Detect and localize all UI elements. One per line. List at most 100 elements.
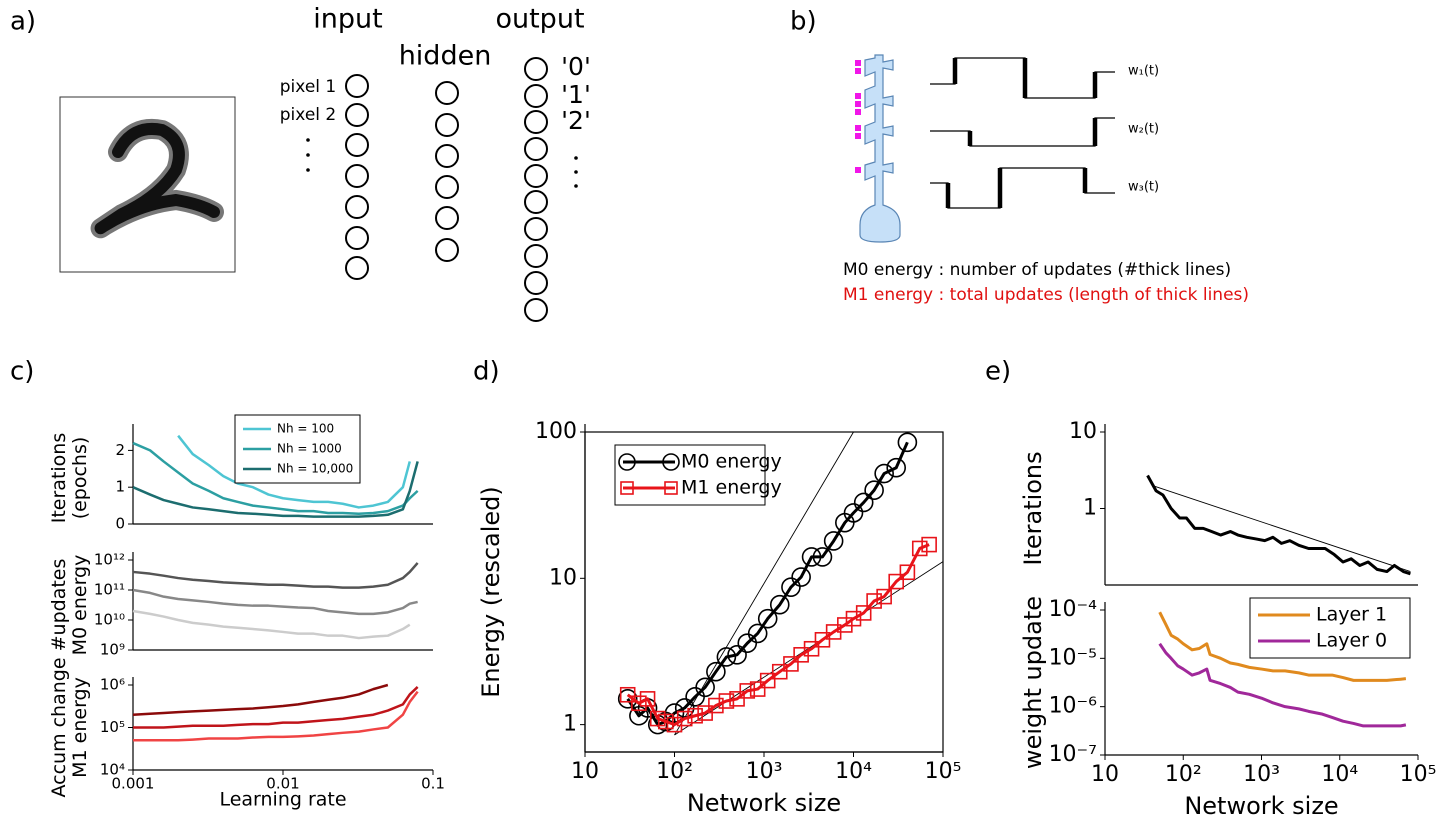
panel-label: d) xyxy=(473,357,500,387)
marker xyxy=(749,681,766,697)
digit xyxy=(94,123,220,235)
legend-box xyxy=(234,414,361,484)
output-label: '1' xyxy=(561,80,591,109)
legend-label: M1 energy xyxy=(681,477,782,499)
series-line xyxy=(132,683,389,716)
x-tick-label: 10⁴ xyxy=(835,759,872,784)
marker xyxy=(729,691,745,707)
marker xyxy=(687,707,703,724)
output-label: '2' xyxy=(561,106,591,135)
marker xyxy=(716,647,737,667)
y-tick-label: 1 xyxy=(115,478,125,496)
y-axis-label: (epochs) xyxy=(69,437,91,520)
series-line xyxy=(626,543,930,727)
x-tick-label: 10⁵ xyxy=(925,759,962,784)
y-tick-label: 10⁹ xyxy=(100,641,125,659)
panel-label: b) xyxy=(790,7,817,37)
marker xyxy=(823,531,844,551)
synapse-diagram: w₁(t) w₂(t) w₃(t) M0 energy : number of … xyxy=(843,54,1249,305)
series-line xyxy=(132,562,419,589)
x-tick-label: 10² xyxy=(656,759,693,784)
x-tick-label: 0.01 xyxy=(266,775,299,793)
series-line xyxy=(132,461,419,518)
marker xyxy=(812,547,833,567)
x-tick-label: 0.1 xyxy=(421,775,445,793)
x-tick-label: 10⁵ xyxy=(1400,762,1437,787)
y-tick-label: 10⁵ xyxy=(100,718,125,736)
y-tick-label: 10 xyxy=(1069,419,1097,444)
panel-label: c) xyxy=(10,357,34,387)
layer-label: hidden xyxy=(399,41,492,72)
neuron xyxy=(859,54,901,243)
x-tick-label: 10 xyxy=(1091,762,1119,787)
y-axis-label: Iterations xyxy=(1019,451,1047,565)
marker xyxy=(921,536,937,553)
marker xyxy=(876,588,892,605)
x-axis-label: Network size xyxy=(687,789,841,817)
y-tick-label: 1 xyxy=(1083,496,1097,521)
marker xyxy=(617,689,638,709)
marker xyxy=(793,647,809,663)
m0-caption: M0 energy : number of updates (#thick li… xyxy=(843,260,1231,280)
marker xyxy=(814,631,831,648)
x-tick-label: 10³ xyxy=(1243,762,1280,787)
marker xyxy=(783,656,799,672)
marker xyxy=(759,672,776,689)
marker xyxy=(897,432,918,453)
fit-line xyxy=(1151,485,1411,572)
synapses xyxy=(855,60,861,173)
legend-label: Layer 0 xyxy=(1316,630,1387,652)
legend-label: Nh = 100 xyxy=(277,422,334,436)
series-line xyxy=(1158,642,1407,728)
y-tick-label: 10⁶ xyxy=(100,676,125,694)
marker xyxy=(666,716,683,733)
marker xyxy=(845,610,862,627)
y-tick-label: 10 xyxy=(549,565,577,590)
marker xyxy=(658,713,674,730)
marker xyxy=(747,623,768,644)
marker xyxy=(888,573,905,590)
y-axis-label: M1 energy xyxy=(69,677,91,778)
y-tick-label: 10⁻⁵ xyxy=(1049,645,1097,670)
marker xyxy=(874,463,894,484)
m1-caption: M1 energy : total updates (length of thi… xyxy=(843,285,1249,305)
marker xyxy=(791,567,811,587)
x-tick-label: 10² xyxy=(1165,762,1202,787)
marker xyxy=(649,710,666,727)
legend-box xyxy=(614,444,766,506)
panel-label: a) xyxy=(10,7,36,37)
series-line xyxy=(132,609,411,640)
ellipsis xyxy=(306,138,578,188)
y-tick-label: 0 xyxy=(115,515,125,533)
y-tick-label: 1 xyxy=(563,712,577,737)
marker xyxy=(781,577,801,597)
marker xyxy=(803,640,820,657)
marker xyxy=(706,661,726,682)
input-label: pixel 1 xyxy=(280,77,336,97)
marker xyxy=(727,645,747,665)
marker xyxy=(866,593,882,609)
y-tick-label: 10⁴ xyxy=(100,761,125,779)
x-tick-label: 10 xyxy=(571,759,599,784)
marker xyxy=(899,564,916,581)
x-tick-label: 10³ xyxy=(746,759,783,784)
marker xyxy=(619,686,636,703)
weight-label: w₂(t) xyxy=(1128,122,1159,137)
y-tick-label: 10¹¹ xyxy=(94,581,125,599)
series-line xyxy=(133,686,419,729)
y-axis-label: Accum change xyxy=(48,657,70,797)
marker xyxy=(843,503,864,523)
legend-marker xyxy=(662,453,680,471)
x-axis-label: Network size xyxy=(1184,792,1338,820)
neurons xyxy=(345,57,548,322)
marker xyxy=(853,492,874,513)
y-tick-label: 10¹² xyxy=(94,551,125,569)
y-axis-label: M0 energy xyxy=(69,555,91,656)
legend-marker xyxy=(618,453,636,471)
network-diagram: input hidden output pixel 1 pixel 2 '0' … xyxy=(59,4,591,322)
marker xyxy=(676,710,693,727)
marker xyxy=(757,608,778,629)
y-tick-label: 2 xyxy=(115,441,125,459)
y-tick-label: 10¹⁰ xyxy=(94,611,125,629)
